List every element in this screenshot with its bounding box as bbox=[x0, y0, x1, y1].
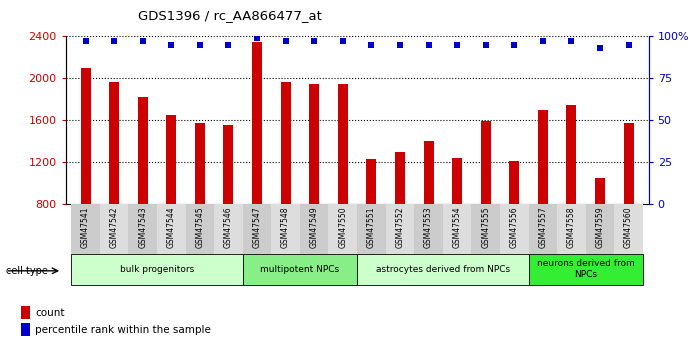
Bar bbox=[386, 204, 414, 254]
Text: count: count bbox=[35, 308, 65, 317]
Text: percentile rank within the sample: percentile rank within the sample bbox=[35, 325, 211, 335]
Bar bbox=[224, 125, 233, 204]
Point bbox=[451, 42, 462, 47]
Point bbox=[252, 35, 263, 41]
Bar bbox=[138, 97, 148, 204]
Bar bbox=[71, 204, 100, 254]
Text: neurons derived from
NPCs: neurons derived from NPCs bbox=[537, 259, 635, 279]
Point bbox=[366, 42, 377, 47]
Text: GSM47558: GSM47558 bbox=[567, 206, 576, 248]
Text: cell type: cell type bbox=[6, 266, 48, 276]
Bar bbox=[243, 204, 271, 254]
Bar bbox=[109, 82, 119, 204]
Point bbox=[395, 42, 406, 47]
Bar bbox=[357, 204, 386, 254]
Bar bbox=[538, 110, 548, 204]
Bar bbox=[166, 115, 177, 204]
Bar bbox=[500, 204, 529, 254]
Bar bbox=[452, 158, 462, 204]
Text: GSM47546: GSM47546 bbox=[224, 206, 233, 248]
Bar bbox=[424, 141, 433, 204]
Bar bbox=[252, 42, 262, 204]
Point bbox=[223, 42, 234, 47]
Bar bbox=[21, 306, 30, 319]
Point bbox=[137, 39, 148, 44]
Text: GSM47545: GSM47545 bbox=[195, 206, 204, 248]
Bar bbox=[271, 204, 300, 254]
Bar bbox=[366, 159, 376, 204]
Point bbox=[480, 42, 491, 47]
Bar bbox=[128, 204, 157, 254]
Bar bbox=[395, 152, 405, 204]
Text: GSM47543: GSM47543 bbox=[138, 206, 147, 248]
Bar bbox=[557, 204, 586, 254]
Text: GSM47555: GSM47555 bbox=[481, 206, 490, 248]
Text: astrocytes derived from NPCs: astrocytes derived from NPCs bbox=[376, 265, 510, 274]
Text: GSM47548: GSM47548 bbox=[281, 206, 290, 248]
Point bbox=[509, 42, 520, 47]
Bar bbox=[624, 123, 633, 204]
Bar bbox=[309, 84, 319, 204]
Point bbox=[337, 39, 348, 44]
Bar bbox=[186, 204, 214, 254]
Point bbox=[423, 42, 434, 47]
Bar bbox=[529, 254, 643, 285]
Text: GSM47551: GSM47551 bbox=[367, 206, 376, 248]
Bar bbox=[243, 254, 357, 285]
Bar bbox=[21, 323, 30, 336]
Point bbox=[195, 42, 206, 47]
Bar bbox=[281, 82, 290, 204]
Text: GSM47542: GSM47542 bbox=[110, 206, 119, 248]
Point bbox=[308, 39, 319, 44]
Bar bbox=[471, 204, 500, 254]
Text: GSM47552: GSM47552 bbox=[395, 206, 404, 248]
Bar bbox=[100, 204, 128, 254]
Point bbox=[166, 42, 177, 47]
Bar bbox=[300, 204, 328, 254]
Point bbox=[80, 39, 91, 44]
Point bbox=[108, 39, 119, 44]
Bar bbox=[529, 204, 557, 254]
Bar bbox=[586, 204, 614, 254]
Text: GSM47554: GSM47554 bbox=[453, 206, 462, 248]
Bar bbox=[614, 204, 643, 254]
Bar bbox=[195, 123, 205, 204]
Text: GSM47559: GSM47559 bbox=[595, 206, 604, 248]
Point bbox=[280, 39, 291, 44]
Bar bbox=[481, 121, 491, 204]
Text: GDS1396 / rc_AA866477_at: GDS1396 / rc_AA866477_at bbox=[138, 9, 322, 22]
Bar bbox=[566, 105, 576, 204]
Text: GSM47560: GSM47560 bbox=[624, 206, 633, 248]
Text: GSM47549: GSM47549 bbox=[310, 206, 319, 248]
Text: GSM47550: GSM47550 bbox=[338, 206, 347, 248]
Bar bbox=[509, 161, 520, 204]
Text: GSM47547: GSM47547 bbox=[253, 206, 262, 248]
Bar bbox=[214, 204, 243, 254]
Bar bbox=[71, 254, 243, 285]
Text: GSM47544: GSM47544 bbox=[167, 206, 176, 248]
Point bbox=[623, 42, 634, 47]
Point bbox=[595, 45, 606, 51]
Point bbox=[566, 39, 577, 44]
Text: multipotent NPCs: multipotent NPCs bbox=[260, 265, 339, 274]
Text: GSM47553: GSM47553 bbox=[424, 206, 433, 248]
Text: GSM47556: GSM47556 bbox=[510, 206, 519, 248]
Bar bbox=[157, 204, 186, 254]
Bar bbox=[357, 254, 529, 285]
Text: GSM47557: GSM47557 bbox=[538, 206, 547, 248]
Bar bbox=[338, 84, 348, 204]
Bar bbox=[443, 204, 471, 254]
Point bbox=[538, 39, 549, 44]
Bar bbox=[81, 68, 90, 204]
Text: GSM47541: GSM47541 bbox=[81, 206, 90, 248]
Text: bulk progenitors: bulk progenitors bbox=[120, 265, 194, 274]
Bar bbox=[328, 204, 357, 254]
Bar bbox=[595, 178, 605, 204]
Bar bbox=[414, 204, 443, 254]
